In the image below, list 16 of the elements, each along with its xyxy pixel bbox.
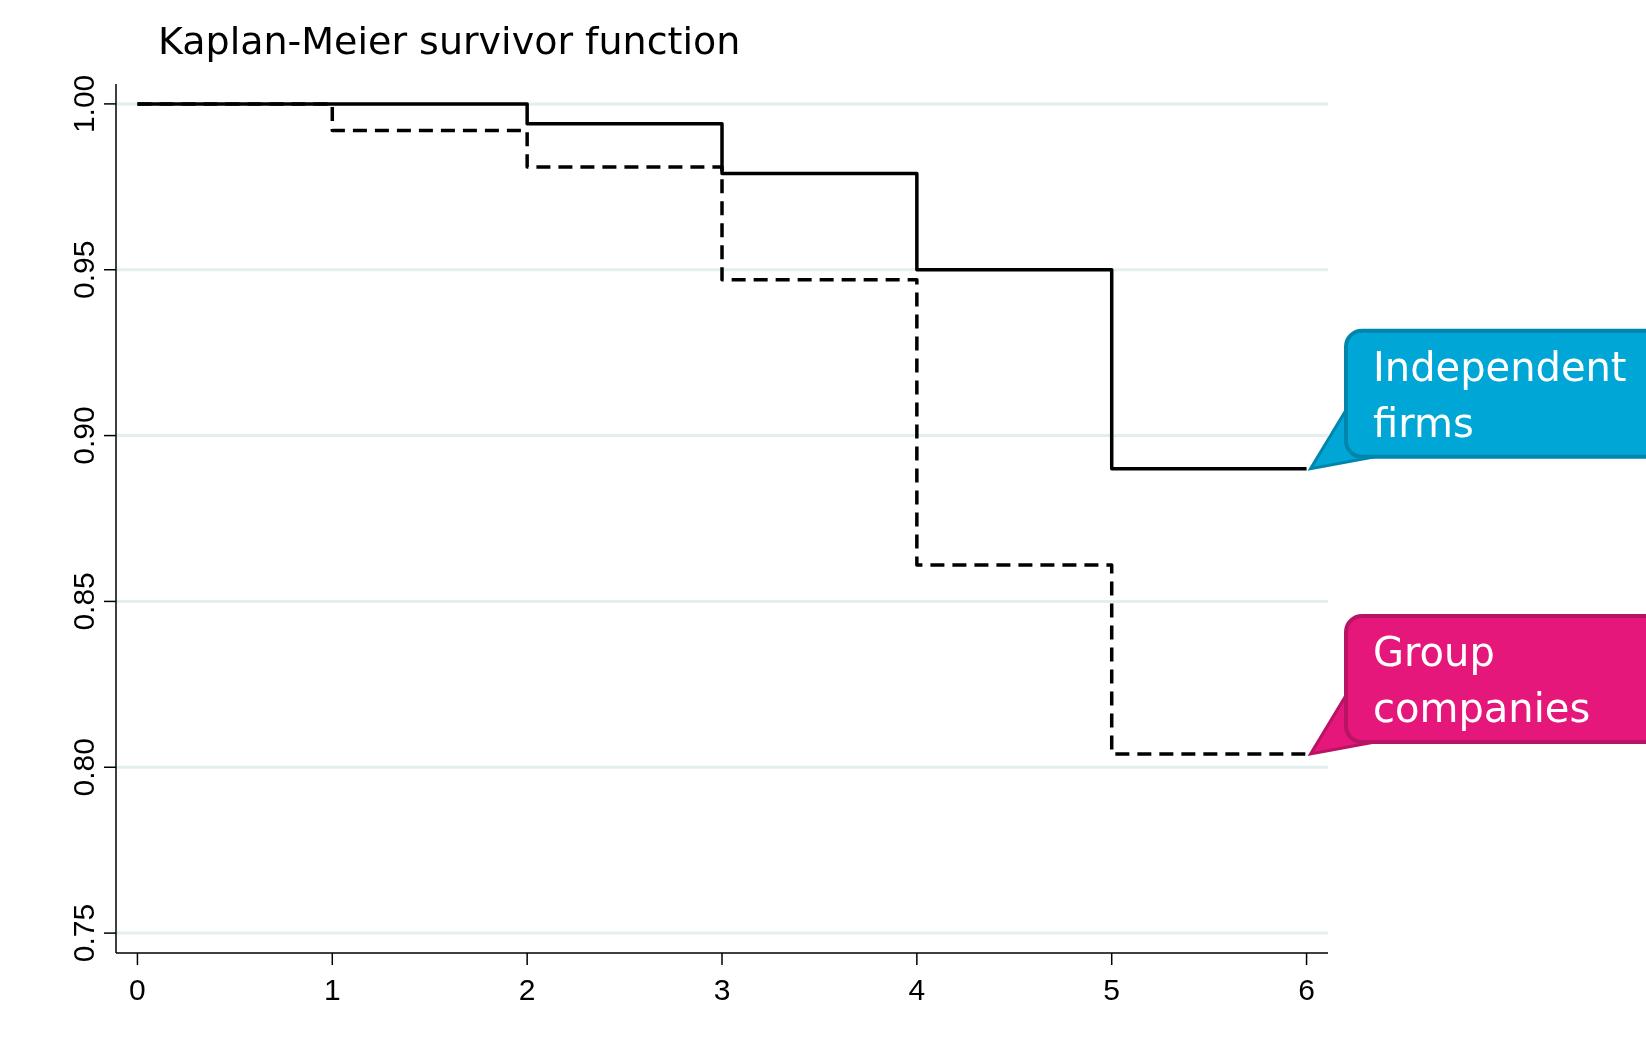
y-tick-label: 1.00 [67, 74, 100, 134]
x-tick-label: 5 [1103, 973, 1121, 1006]
x-tick-label: 6 [1298, 973, 1315, 1006]
x-tick-label: 0 [129, 973, 146, 1006]
y-tick-label: 0.95 [67, 240, 100, 299]
chart-title: Kaplan-Meier survivor function [158, 19, 741, 63]
series-label: Independent firms [1373, 343, 1627, 446]
x-tick-label: 2 [518, 973, 536, 1006]
series-label: Group companies [1373, 628, 1591, 731]
y-tick-label: 0.85 [67, 572, 100, 631]
x-tick-label: 1 [323, 973, 341, 1006]
x-tick-label: 3 [713, 973, 731, 1006]
y-tick-label: 0.75 [67, 903, 100, 963]
y-tick-label: 0.90 [67, 406, 100, 465]
y-tick-label: 0.80 [67, 738, 100, 797]
x-tick-label: 4 [908, 973, 926, 1006]
